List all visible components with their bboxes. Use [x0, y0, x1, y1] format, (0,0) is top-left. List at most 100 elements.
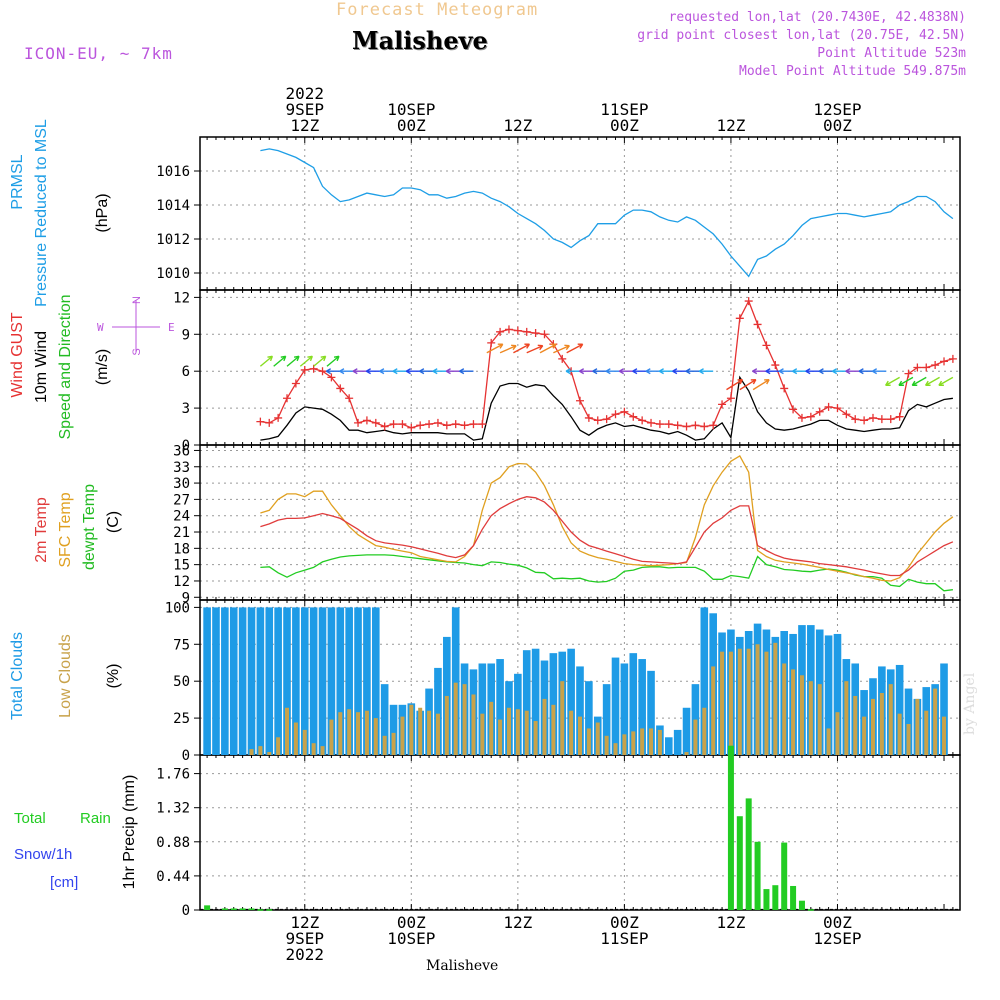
gust-marker: [922, 363, 931, 372]
gust-marker: [478, 420, 487, 429]
y-tick-label: 33: [173, 460, 190, 476]
wind-direction-arrow: [726, 379, 743, 391]
wind-direction-arrow: [645, 368, 651, 375]
low-cloud-bar: [356, 712, 361, 755]
total-cloud-bar: [940, 663, 948, 755]
total-cloud-bar: [203, 607, 211, 755]
total-cloud-bar: [434, 667, 442, 755]
total-cloud-bar: [833, 633, 842, 755]
total-cloud-bar: [602, 684, 611, 755]
y-tick-label: 0: [182, 438, 190, 454]
gust-marker: [762, 341, 771, 350]
rain-bar: [266, 909, 273, 911]
low-cloud-bar: [427, 710, 432, 755]
wind-direction-arrow: [286, 355, 300, 367]
y-tick-label: 0.88: [156, 835, 190, 851]
wind-unit-label: (m/s): [94, 349, 111, 385]
rain-bar: [772, 885, 779, 910]
gust-marker: [496, 327, 505, 336]
gust-marker: [824, 402, 833, 411]
wind-direction-arrow: [405, 368, 411, 375]
gust-marker: [789, 405, 798, 414]
wind-direction-arrow: [392, 368, 398, 375]
bottom-time-label: 12Z: [716, 913, 745, 932]
top-time-label: 00Z: [823, 116, 852, 135]
rain-bar: [257, 909, 264, 911]
gust-marker: [469, 420, 478, 429]
wind-direction-arrow: [539, 343, 557, 354]
pressure-line: [260, 148, 954, 278]
bottom-time-label: 12Z: [290, 913, 319, 932]
low-cloud-bar: [702, 707, 707, 755]
total-cloud-bar: [380, 684, 389, 755]
rain-bar: [248, 908, 255, 910]
total-cloud-bar: [300, 607, 309, 755]
top-time-label: 00Z: [397, 116, 426, 135]
top-time-label: 2022: [286, 84, 325, 103]
total-cloud-bar: [611, 657, 620, 755]
rain-bar: [204, 905, 211, 910]
low-cloud-bar: [444, 695, 449, 755]
wind-direction-arrow: [737, 378, 744, 385]
low-cloud-bar: [373, 718, 378, 755]
total-cloud-bar: [638, 659, 646, 755]
gust-marker: [931, 361, 940, 370]
rain-bar: [754, 841, 761, 910]
low-cloud-bar: [657, 729, 662, 755]
total-cloud-bar: [585, 681, 593, 755]
info-model-altitude: Model Point Altitude 549.875m: [739, 64, 966, 79]
low-cloud-bar: [435, 713, 440, 755]
top-time-label: 12Z: [716, 116, 745, 135]
gust-marker: [780, 384, 789, 393]
wind-direction-arrow: [537, 344, 544, 351]
rain-bar: [239, 908, 246, 910]
total-label: Total: [14, 810, 46, 827]
total-cloud-bar: [363, 607, 371, 755]
low-cloud-bar: [622, 734, 627, 755]
wind-direction-arrow: [293, 355, 300, 362]
gust-marker: [904, 369, 913, 378]
total-cloud-bar: [904, 688, 913, 755]
snow-label: Snow/1h: [14, 846, 72, 863]
wind-direction-arrow: [752, 368, 758, 375]
total-cloud-bar: [673, 729, 682, 755]
gust-marker: [531, 329, 540, 338]
bottom-time-label: 12SEP: [813, 929, 861, 948]
wind-direction-arrow: [553, 345, 570, 354]
total-cloud-bar: [345, 607, 353, 755]
y-tick-label: 0.44: [156, 869, 190, 885]
wind-direction-arrow: [911, 380, 918, 387]
gust-marker: [398, 420, 407, 429]
total-cloud-bar: [824, 635, 833, 755]
gust-marker: [655, 420, 664, 429]
gust-marker: [442, 421, 451, 430]
total-cloud-bar: [389, 704, 398, 755]
gust-marker: [407, 423, 416, 432]
gust-marker: [638, 416, 647, 425]
watermark: by Angel: [962, 672, 978, 735]
wind-direction-arrow: [511, 344, 517, 351]
y-tick-label: 9: [182, 590, 190, 606]
gust-marker: [522, 327, 531, 336]
wind-direction-arrow: [280, 355, 287, 362]
y-tick-label: 36: [173, 443, 190, 459]
total-cloud-bar: [265, 607, 274, 755]
low-cloud-bar: [817, 684, 822, 755]
wind-direction-arrow: [739, 379, 757, 391]
low-cloud-bar: [560, 681, 565, 755]
low-cloud-bar: [888, 684, 893, 755]
chart-title: Forecast Meteogram: [336, 0, 539, 20]
low-cloud-bar: [258, 746, 263, 755]
low-cloud-bar: [826, 728, 831, 755]
wind-direction-arrow: [445, 368, 451, 375]
gust-marker: [895, 412, 904, 421]
low-cloud-bar: [835, 712, 840, 755]
wind-direction-arrow: [313, 355, 327, 367]
dewpoint-line: [260, 554, 953, 592]
total-cloud-bar: [229, 607, 238, 755]
wind-direction-arrow: [938, 380, 944, 387]
low-cloud-bar: [746, 648, 751, 755]
wind-direction-arrow: [605, 368, 611, 375]
wind-direction-arrow: [419, 368, 425, 375]
low-cloud-bar: [853, 695, 858, 755]
